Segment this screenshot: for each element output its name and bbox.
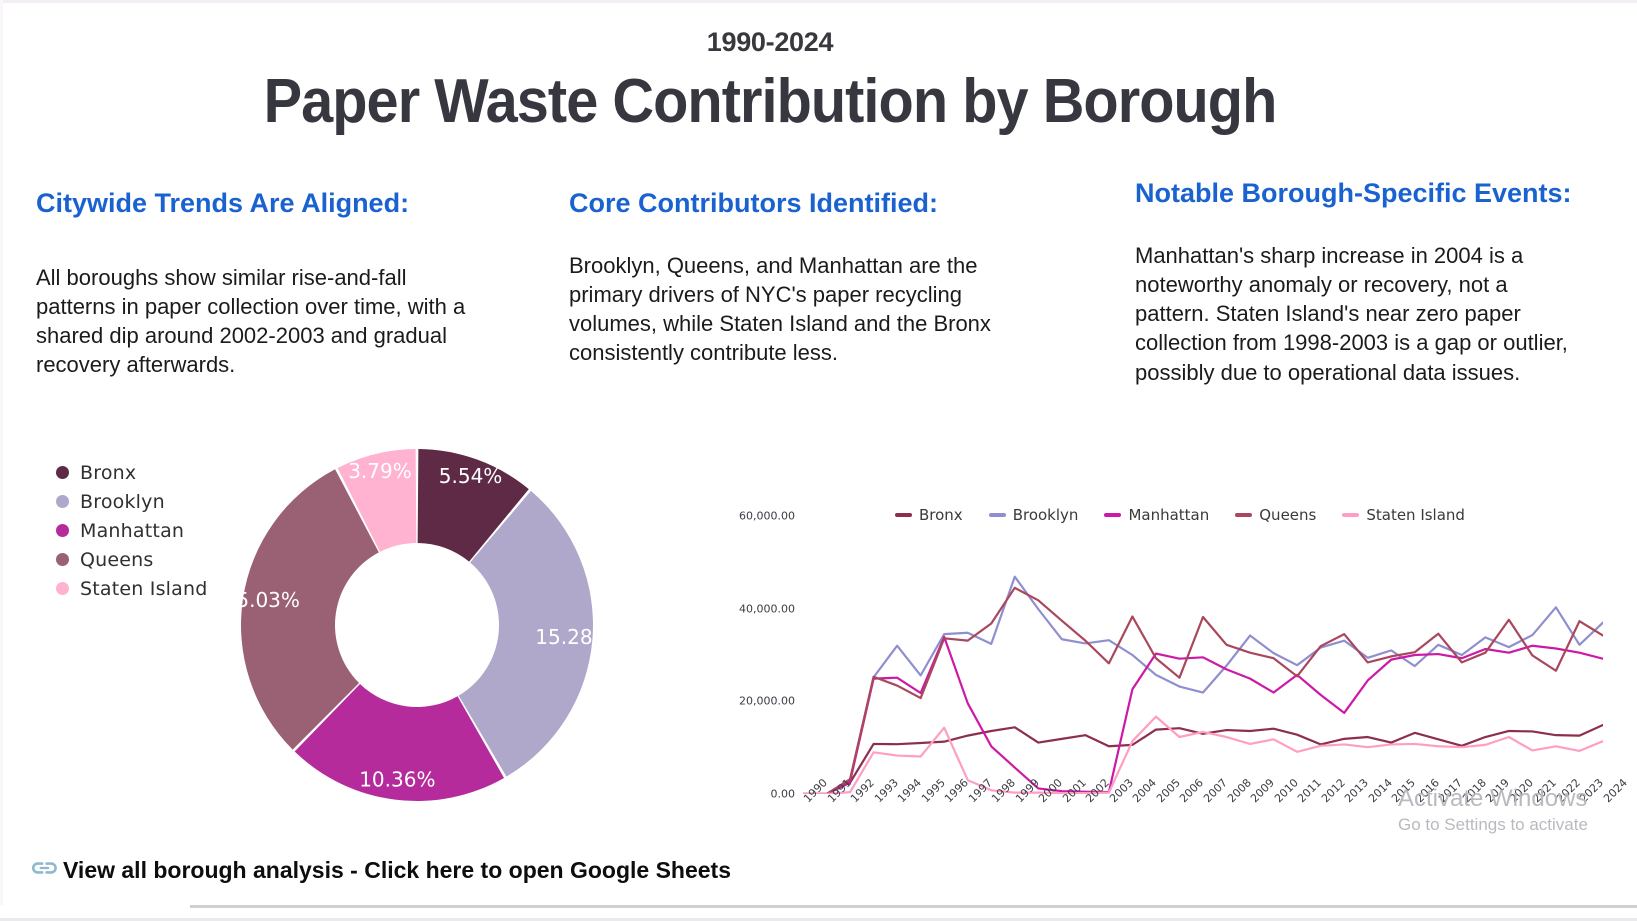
line-chart-legend-swatch: [1342, 513, 1360, 517]
insight-column-citywide-trends: Citywide Trends Are Aligned: All borough…: [36, 186, 466, 380]
line-chart-legend-swatch: [1104, 513, 1122, 517]
link-chain-icon: [31, 858, 58, 884]
line-chart-legend-swatch: [1235, 513, 1253, 517]
line-chart-legend-swatch: [895, 513, 912, 517]
donut-legend-item: Staten Island: [56, 574, 208, 603]
insight-heading-2: Core Contributors Identified:: [569, 188, 938, 218]
donut-legend-label: Manhattan: [80, 519, 185, 542]
donut-legend-color-dot: [56, 553, 69, 566]
donut-slice: [417, 449, 529, 562]
donut-slice-label: 5.54%: [439, 464, 503, 488]
donut-slice: [337, 449, 417, 552]
donut-legend-label: Bronx: [80, 461, 137, 484]
slide-bottom-edge-2: [0, 918, 1637, 921]
line-chart-x-axis: 1990 1991 1992 1993 1994 1995 1996 1997 1998 1999…: [801, 776, 1630, 876]
line-chart-svg: [803, 575, 1603, 794]
insight-heading-3: Notable Borough-Specific Events:: [1135, 178, 1572, 208]
line-chart-series: [803, 586, 1603, 794]
line-chart-legend-item: Staten Island: [1342, 506, 1465, 524]
insight-body-3: Manhattan's sharp increase in 2004 is a …: [1135, 242, 1568, 385]
line-chart-y-axis: 0.00 20,000.00 40,000.00 60,000.00: [737, 488, 795, 818]
donut-legend-item: Bronx: [56, 458, 208, 487]
donut-legend-color-dot: [56, 524, 69, 537]
donut-legend-color-dot: [56, 466, 69, 479]
line-chart-series: [803, 715, 1603, 794]
google-sheets-link-label: View all borough analysis - Click here t…: [63, 857, 732, 883]
line-chart-legend-item: Brooklyn: [988, 506, 1079, 524]
donut-legend-color-dot: [56, 582, 69, 595]
line-chart-legend-item: Bronx: [895, 506, 963, 524]
line-chart-legend-label: Staten Island: [1366, 506, 1465, 524]
line-chart-legend-item: Manhattan: [1104, 506, 1209, 524]
donut-legend-label: Queens: [80, 548, 154, 571]
slide-bottom-edge: [190, 905, 1637, 908]
donut-slice: [241, 469, 379, 750]
line-chart-series: [803, 575, 1603, 794]
line-chart-series: [803, 635, 1603, 794]
donut-slice: [458, 490, 593, 777]
insight-column-core-contributors: Core Contributors Identified: Brooklyn, …: [569, 186, 999, 368]
line-chart: Bronx Brooklyn Manhattan Queens Staten Islan…: [739, 488, 1630, 888]
line-chart-legend-label: Brooklyn: [1012, 506, 1079, 524]
donut-slice-label: 10.36%: [359, 767, 435, 791]
donut-legend-label: Staten Island: [80, 577, 208, 600]
insight-body-2: Brooklyn, Queens, and Manhattan are the …: [569, 252, 991, 366]
donut-slice: [294, 683, 505, 801]
line-chart-legend-label: Manhattan: [1128, 506, 1210, 524]
line-chart-y-tick-label: 40,000.00: [739, 602, 795, 616]
slide-left-edge: [0, 0, 3, 905]
page-title: Paper Waste Contribution by Borough: [263, 67, 1278, 136]
donut-chart-legend: Bronx Brooklyn Manhattan Queens Staten Islan…: [56, 458, 208, 603]
slide-top-edge: [0, 0, 1637, 3]
line-chart-x-tick-label: 2024: [1601, 776, 1630, 806]
date-range-subtitle: 1990-2024: [706, 27, 834, 57]
insight-column-borough-events: Notable Borough-Specific Events: Manhatt…: [1135, 176, 1575, 387]
google-sheets-link[interactable]: View all borough analysis - Click here t…: [31, 857, 732, 884]
line-chart-series: [803, 723, 1603, 794]
line-chart-legend-label: Bronx: [919, 506, 963, 524]
donut-slice-label: 15.28%: [535, 625, 593, 649]
insight-body-1: All boroughs show similar rise-and-fall …: [36, 264, 466, 378]
line-chart-legend-swatch: [988, 513, 1006, 517]
line-chart-legend-label: Queens: [1259, 506, 1317, 524]
donut-chart-svg: 5.54% 15.28% 10.36% 15.03% 3.79%: [241, 449, 593, 801]
line-chart-y-tick-label: 0.00: [770, 787, 796, 801]
line-chart-y-tick-label: 60,000.00: [739, 509, 795, 523]
donut-legend-item: Queens: [56, 545, 208, 574]
donut-slice-label: 3.79%: [348, 459, 412, 483]
donut-legend-item: Brooklyn: [56, 487, 208, 516]
donut-legend-label: Brooklyn: [80, 490, 165, 513]
insight-heading-1: Citywide Trends Are Aligned:: [36, 188, 410, 218]
line-chart-y-tick-label: 20,000.00: [739, 694, 795, 708]
line-chart-legend: Bronx Brooklyn Manhattan Queens Staten Islan…: [895, 506, 1465, 524]
line-chart-legend-item: Queens: [1235, 506, 1316, 524]
line-chart-plot-area: [803, 516, 1603, 794]
donut-slice-label: 15.03%: [241, 588, 300, 612]
donut-legend-color-dot: [56, 495, 69, 508]
donut-chart: 5.54% 15.28% 10.36% 15.03% 3.79%: [241, 449, 593, 801]
donut-legend-item: Manhattan: [56, 516, 208, 545]
